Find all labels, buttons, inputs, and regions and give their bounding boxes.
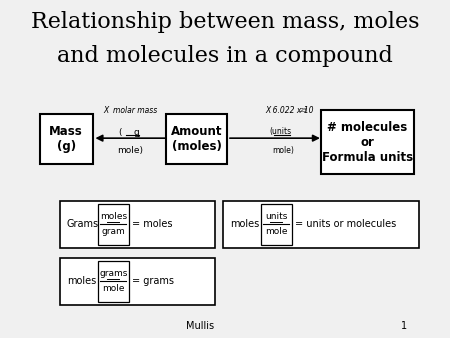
FancyBboxPatch shape <box>321 110 414 174</box>
Text: mole: mole <box>102 284 125 293</box>
Text: = moles: = moles <box>132 219 173 229</box>
Text: (units: (units <box>269 127 291 136</box>
FancyBboxPatch shape <box>60 201 215 248</box>
Text: Grams: Grams <box>67 219 99 229</box>
Text: mole: mole <box>265 227 288 236</box>
Text: 23: 23 <box>300 108 307 113</box>
Text: mole): mole) <box>117 146 144 155</box>
Text: Amount
(moles): Amount (moles) <box>171 125 222 153</box>
FancyBboxPatch shape <box>98 261 129 302</box>
Text: = units or molecules: = units or molecules <box>295 219 396 229</box>
Text: Relationship between mass, moles: Relationship between mass, moles <box>31 11 419 33</box>
Text: gram: gram <box>102 227 125 236</box>
Text: X  molar mass: X molar mass <box>104 106 158 115</box>
Text: Mullis: Mullis <box>186 320 215 331</box>
FancyBboxPatch shape <box>98 204 129 245</box>
FancyBboxPatch shape <box>261 204 292 245</box>
Text: moles: moles <box>100 213 127 221</box>
Text: Mass
(g): Mass (g) <box>49 125 83 153</box>
FancyBboxPatch shape <box>223 201 418 248</box>
Text: moles: moles <box>230 219 259 229</box>
Text: and molecules in a compound: and molecules in a compound <box>57 45 393 67</box>
Text: 1: 1 <box>401 320 407 331</box>
Text: grams: grams <box>99 269 127 279</box>
Text: units: units <box>265 213 288 221</box>
Text: # molecules
or
Formula units: # molecules or Formula units <box>322 121 413 164</box>
Text: mole): mole) <box>273 146 295 154</box>
Text: (    g̲: ( g̲ <box>119 128 140 137</box>
FancyBboxPatch shape <box>60 258 215 305</box>
Text: = grams: = grams <box>132 276 174 286</box>
FancyBboxPatch shape <box>40 114 93 164</box>
Text: moles: moles <box>67 276 96 286</box>
Text: X 6.022 x 10: X 6.022 x 10 <box>266 106 314 115</box>
FancyBboxPatch shape <box>166 114 227 164</box>
